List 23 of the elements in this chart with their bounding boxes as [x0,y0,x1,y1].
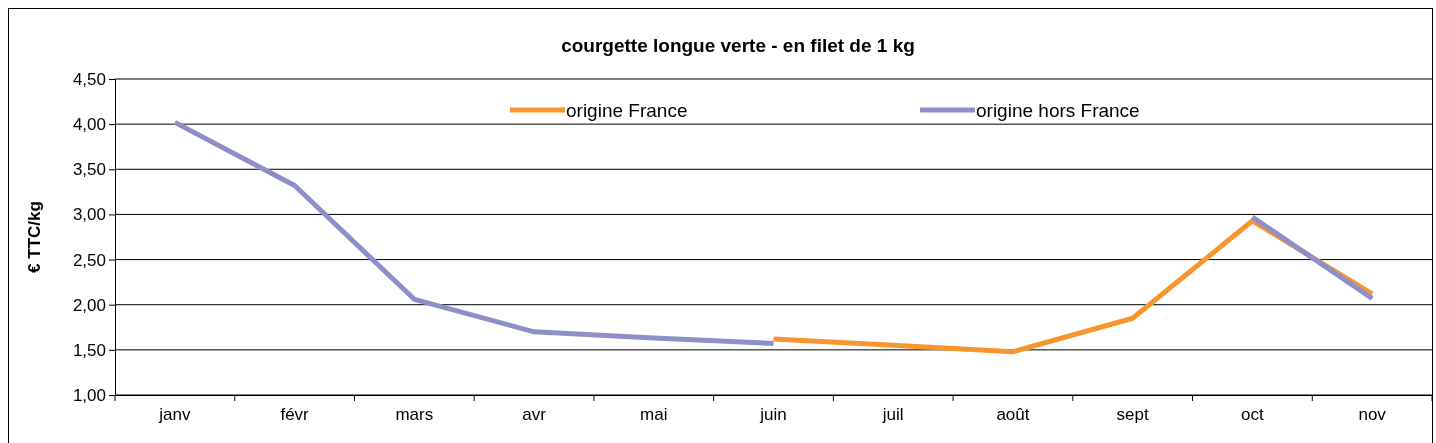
x-tick-label: juin [759,405,787,425]
x-tick-label: nov [1358,405,1387,425]
y-axis-title: € TTC/kg [25,201,44,273]
chart-title: courgette longue verte - en filet de 1 kg [561,35,915,56]
x-tick-label: sept [1116,405,1150,425]
y-tick-label: 1,00 [72,385,106,405]
x-tick-label: avr [522,405,547,425]
y-tick-label: 2,50 [72,250,106,270]
y-tick-label: 4,50 [72,69,106,89]
x-tick-label: mars [395,405,434,425]
y-tick-label: 2,00 [72,295,106,315]
y-tick-label: 1,50 [72,340,106,360]
y-tick-label: 3,50 [72,160,106,180]
x-tick-label: août [996,405,1030,425]
x-tick-label: mai [640,405,668,425]
y-tick-label: 3,00 [72,205,106,225]
x-tick-label: juil [881,405,904,425]
legend-label: origine France [566,100,688,121]
x-tick-label: févr [280,405,310,425]
y-tick-label: 4,00 [72,115,106,135]
legend-label: origine hors France [976,100,1140,121]
x-tick-label: janv [158,405,191,425]
x-tick-label: oct [1241,405,1265,425]
